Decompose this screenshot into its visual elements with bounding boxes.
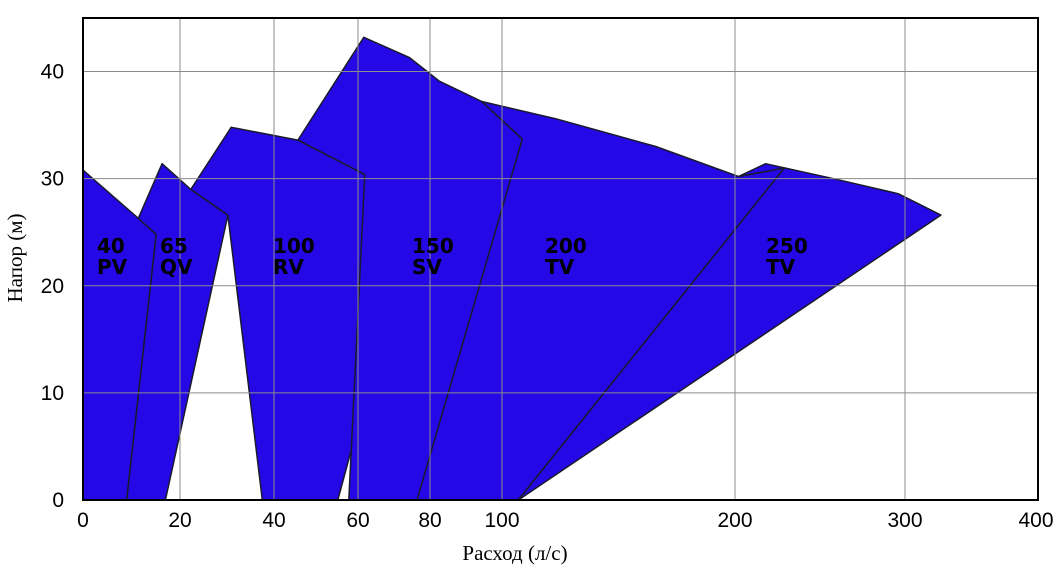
region-label: 200 TV [545,234,587,279]
region-label-line: RV [273,255,304,279]
region-label-line: 40 [97,234,125,258]
y-tick-label: 30 [41,168,64,191]
y-tick-label: 20 [41,275,64,298]
region-label-line: TV [545,255,575,279]
pump-regions [82,36,942,501]
region-label: 100 RV [273,234,315,279]
region-label: 40 PV [97,234,128,279]
region-label: 65 QV [160,234,193,279]
region-label-line: 65 [160,234,188,258]
x-tick-labels: 0 20 40 60 80 100 200 300 400 [77,509,1053,532]
x-tick-label: 40 [262,509,285,532]
y-tick-label: 40 [41,61,64,84]
pump-region-65-qv [125,162,229,501]
region-label: 250 TV [766,234,808,279]
region-label-line: 250 [766,234,808,258]
x-tick-label: 0 [77,509,89,532]
x-axis-title: Расход (л/с) [462,541,567,565]
region-label-line: 100 [273,234,315,258]
y-tick-label: 0 [52,489,64,512]
region-label-line: QV [160,255,193,279]
x-tick-label: 20 [168,509,191,532]
x-tick-label: 60 [346,509,369,532]
x-tick-label: 400 [1018,509,1053,532]
region-label-line: TV [766,255,796,279]
region-label: 150 SV [412,234,454,279]
plot-frame [82,17,1039,501]
y-tick-label: 10 [41,382,64,405]
grid-lines [83,18,1038,500]
region-label-line: 150 [412,234,454,258]
pump-region-250-tv [517,162,942,501]
region-label-line: SV [412,255,442,279]
x-tick-label: 300 [887,509,922,532]
region-label-line: 200 [545,234,587,258]
x-tick-label: 200 [717,509,752,532]
region-label-line: PV [97,255,128,279]
x-tick-label: 100 [484,509,519,532]
y-axis-title: Напор (м) [3,214,27,303]
x-tick-label: 80 [418,509,441,532]
y-tick-labels: 0 10 20 30 40 [41,61,64,512]
